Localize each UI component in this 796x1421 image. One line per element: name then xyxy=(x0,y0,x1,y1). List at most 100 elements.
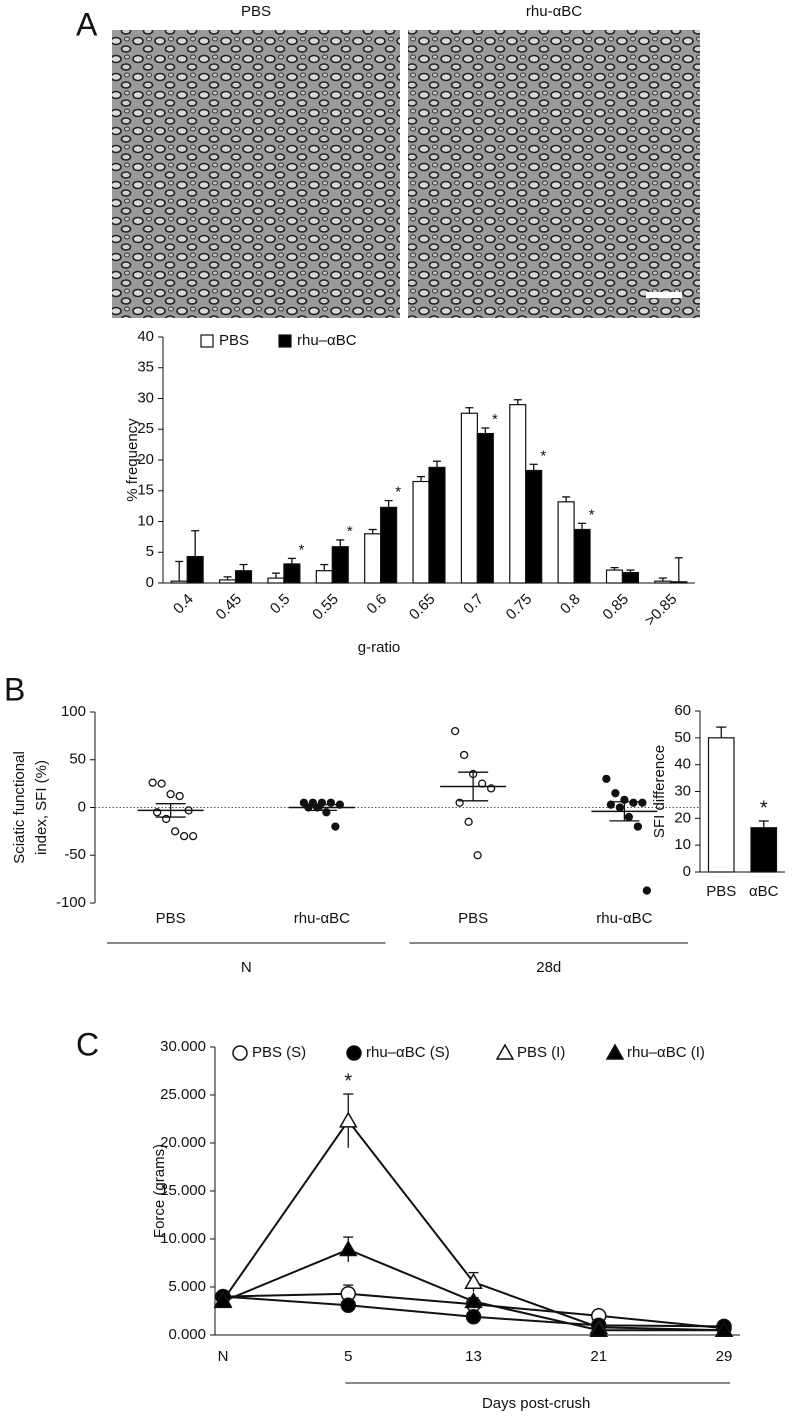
x-tick-label: 0.4 xyxy=(170,591,197,618)
bar xyxy=(380,506,398,584)
y-tick-label: 20 xyxy=(137,451,154,468)
y-tick-label: 0 xyxy=(78,798,86,815)
bar xyxy=(670,581,688,584)
data-point xyxy=(213,1291,233,1309)
data-point xyxy=(157,779,166,788)
y-tick-label: -100 xyxy=(56,894,86,911)
y-tick-label: -50 xyxy=(64,846,86,863)
data-point xyxy=(188,832,198,841)
x-tick-label: PBS xyxy=(458,910,488,927)
significance-mark: * xyxy=(492,411,498,428)
y-tick-label: 60 xyxy=(674,702,691,719)
x-tick-label: 0.5 xyxy=(267,591,294,618)
data-point xyxy=(633,822,643,831)
x-tick-label: PBS xyxy=(706,883,736,900)
bar xyxy=(315,570,333,584)
x-tick-label: 21 xyxy=(590,1348,607,1365)
data-point xyxy=(464,1291,483,1309)
bar xyxy=(525,469,543,584)
data-point xyxy=(473,851,482,860)
data-point xyxy=(602,774,611,783)
micrograph-label: PBS xyxy=(241,3,271,20)
x-tick-label: 0.6 xyxy=(364,591,391,618)
bar xyxy=(605,569,624,584)
bar xyxy=(654,580,672,584)
y-tick-label: 30 xyxy=(137,389,154,406)
bar xyxy=(412,480,430,584)
significance-mark: * xyxy=(540,447,546,464)
data-point xyxy=(611,789,620,798)
x-tick-label: αBC xyxy=(749,883,779,900)
y-tick-label: 50 xyxy=(69,751,86,768)
data-point xyxy=(714,1320,734,1337)
y-tick-label: 30.000 xyxy=(160,1038,206,1055)
data-point xyxy=(615,803,625,812)
x-tick-label: 0.55 xyxy=(309,591,342,624)
data-point xyxy=(464,1272,483,1289)
legend-swatch xyxy=(200,334,214,348)
bar xyxy=(509,404,527,584)
y-axis-label: Force (grams) xyxy=(151,1144,168,1238)
y-tick-label: 40 xyxy=(137,328,154,345)
legend-swatch xyxy=(278,334,292,348)
legend-label: rhu–αBC (I) xyxy=(627,1044,705,1061)
x-tick-label: 13 xyxy=(465,1348,482,1365)
y-axis-label: index, SFI (%) xyxy=(33,760,50,855)
bar xyxy=(428,466,446,584)
x-tick-label: 0.8 xyxy=(557,591,584,618)
y-axis-label: Sciatic functional xyxy=(11,751,28,864)
data-point xyxy=(340,1297,356,1313)
bar xyxy=(283,563,301,584)
bar xyxy=(621,571,640,584)
legend-label: PBS (S) xyxy=(252,1044,306,1061)
y-tick-label: 20 xyxy=(674,809,691,826)
y-axis-label: SFI difference xyxy=(651,745,668,838)
legend-label: PBS xyxy=(219,332,249,349)
data-point xyxy=(175,791,184,801)
y-tick-label: 20.000 xyxy=(160,1134,206,1151)
x-tick-label: PBS xyxy=(156,910,186,927)
significance-mark: * xyxy=(760,797,768,819)
legend-marker xyxy=(232,1045,248,1061)
significance-mark: * xyxy=(344,1070,352,1092)
data-point xyxy=(170,827,180,836)
x-tick-label: 0.7 xyxy=(460,591,487,618)
data-point xyxy=(148,778,157,787)
y-tick-label: 10 xyxy=(674,836,691,853)
bar xyxy=(364,533,382,584)
y-tick-label: 40 xyxy=(674,756,691,773)
bar xyxy=(460,412,478,584)
y-tick-label: 10.000 xyxy=(160,1230,206,1247)
x-tick-label: 0.75 xyxy=(503,591,536,624)
y-tick-label: 15.000 xyxy=(160,1182,206,1199)
y-tick-label: 25 xyxy=(137,420,154,437)
y-tick-label: 25.000 xyxy=(160,1086,206,1103)
significance-mark: * xyxy=(395,484,401,501)
data-point xyxy=(338,1240,358,1257)
data-point xyxy=(331,822,340,831)
x-tick-label: 29 xyxy=(716,1348,733,1365)
data-point xyxy=(638,798,647,807)
y-tick-label: 10 xyxy=(137,512,154,529)
data-point xyxy=(166,789,175,799)
x-axis-label: Days post-crush xyxy=(482,1395,590,1412)
y-tick-label: 0 xyxy=(146,574,154,591)
data-point xyxy=(459,750,469,760)
data-point xyxy=(450,726,460,736)
x-tick-label: 5 xyxy=(344,1348,352,1365)
data-point xyxy=(465,1309,482,1325)
x-tick-label: rhu-αBC xyxy=(294,910,350,927)
x-tick-label: rhu-αBC xyxy=(596,910,652,927)
y-tick-label: 0.000 xyxy=(168,1326,206,1343)
bar xyxy=(331,546,349,584)
panel-label: A xyxy=(76,6,98,42)
legend-label: rhu–αBC xyxy=(297,332,357,349)
legend-label: PBS (I) xyxy=(517,1044,565,1061)
bar xyxy=(707,737,735,873)
scale-bar xyxy=(646,292,682,298)
bar xyxy=(750,827,778,873)
y-tick-label: 15 xyxy=(137,482,154,499)
y-tick-label: 0 xyxy=(683,863,691,880)
legend-marker xyxy=(605,1043,625,1060)
